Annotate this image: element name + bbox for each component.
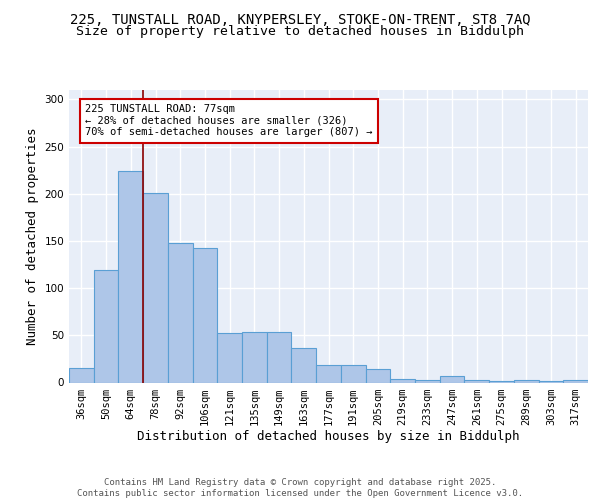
Bar <box>341 364 365 382</box>
Bar <box>118 171 143 382</box>
Bar <box>267 332 292 382</box>
Bar <box>193 248 217 382</box>
Bar <box>563 380 588 382</box>
Bar <box>514 380 539 382</box>
Text: Size of property relative to detached houses in Biddulph: Size of property relative to detached ho… <box>76 25 524 38</box>
Text: Contains HM Land Registry data © Crown copyright and database right 2025.
Contai: Contains HM Land Registry data © Crown c… <box>77 478 523 498</box>
Bar <box>143 193 168 382</box>
Bar <box>365 370 390 382</box>
X-axis label: Distribution of detached houses by size in Biddulph: Distribution of detached houses by size … <box>137 430 520 444</box>
Bar <box>242 332 267 382</box>
Y-axis label: Number of detached properties: Number of detached properties <box>26 128 39 345</box>
Bar <box>489 380 514 382</box>
Bar <box>292 348 316 382</box>
Text: 225 TUNSTALL ROAD: 77sqm
← 28% of detached houses are smaller (326)
70% of semi-: 225 TUNSTALL ROAD: 77sqm ← 28% of detach… <box>85 104 373 138</box>
Bar <box>539 380 563 382</box>
Bar <box>94 270 118 382</box>
Bar <box>168 243 193 382</box>
Bar <box>464 380 489 382</box>
Bar <box>415 380 440 382</box>
Text: 225, TUNSTALL ROAD, KNYPERSLEY, STOKE-ON-TRENT, ST8 7AQ: 225, TUNSTALL ROAD, KNYPERSLEY, STOKE-ON… <box>70 12 530 26</box>
Bar <box>217 334 242 382</box>
Bar <box>440 376 464 382</box>
Bar <box>316 364 341 382</box>
Bar <box>69 368 94 382</box>
Bar <box>390 378 415 382</box>
